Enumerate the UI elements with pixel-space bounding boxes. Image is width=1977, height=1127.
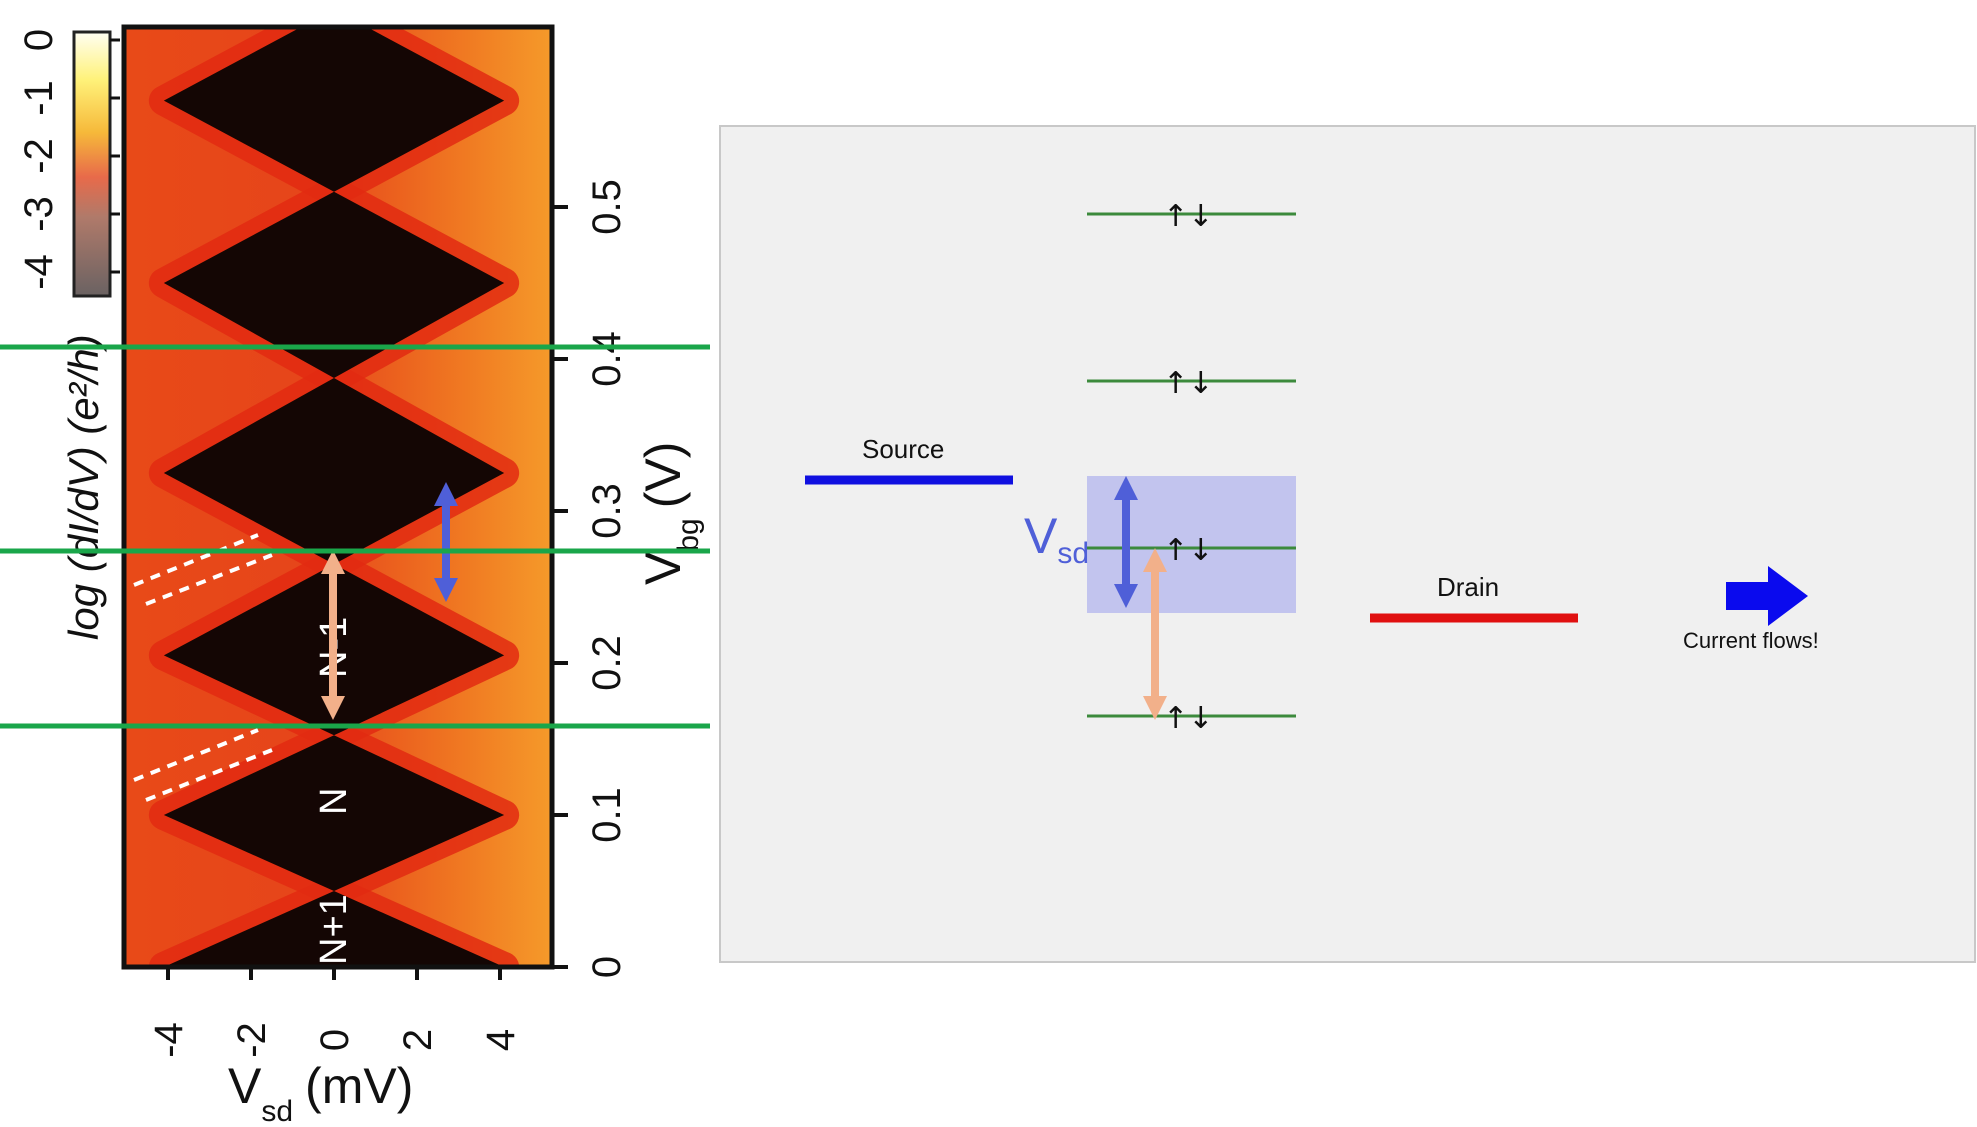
x-tick-label: 4 xyxy=(479,1029,523,1051)
conductance-heatmap xyxy=(121,24,555,970)
heatmap-frame xyxy=(121,24,555,970)
y-tick-label: 0 xyxy=(585,956,629,978)
vsd-label: Vsd xyxy=(1024,508,1089,570)
dashed-line-lower-2 xyxy=(145,748,273,802)
source-label: Source xyxy=(862,434,944,464)
green-guide-lines xyxy=(0,344,710,729)
colorbar-ticks: 0 -1 -2 -3 -4 xyxy=(17,29,120,290)
dashed-line-upper-2 xyxy=(145,553,273,606)
y-tick-label: 0.2 xyxy=(585,635,629,691)
spin-arrows-icon: ↑↓ xyxy=(1163,366,1213,401)
y-tick-label: 0.4 xyxy=(585,331,629,387)
coulomb-diamond xyxy=(163,735,505,891)
dot-level: ↑↓ xyxy=(1087,366,1296,401)
spin-arrows-icon: ↑↓ xyxy=(1163,701,1213,736)
colorbar-tick-label: -3 xyxy=(17,196,61,232)
colorbar: 0 -1 -2 -3 -4 log (dI/dV) (e²/h) xyxy=(17,29,120,640)
colorbar-tick-label: -1 xyxy=(17,80,61,116)
source-lead: Source xyxy=(805,434,1013,485)
dashed-line-lower-1 xyxy=(133,728,259,782)
coulomb-diamond xyxy=(163,27,505,192)
colorbar-gradient xyxy=(72,30,112,298)
dot-level: ↑↓ xyxy=(1087,701,1296,736)
x-axis-label: Vsd (mV) xyxy=(228,1058,413,1127)
dot-level: ↑↓ xyxy=(1087,533,1296,568)
coulomb-diamond xyxy=(163,378,505,565)
dashed-guide-lines xyxy=(133,533,273,802)
diagram-background xyxy=(719,125,1976,963)
coulomb-diamond xyxy=(163,891,505,967)
x-axis-ticks: -4 -2 0 2 4 xyxy=(147,967,523,1058)
dot-level: ↑↓ xyxy=(1087,199,1296,234)
y-axis-label: Vbg(V) xyxy=(635,442,705,585)
dashed-line-upper-1 xyxy=(133,533,259,587)
spin-arrows-icon: ↑↓ xyxy=(1163,199,1213,234)
y-tick-label: 0.5 xyxy=(585,179,629,235)
drain-lead: Drain xyxy=(1370,572,1578,623)
colorbar-tick-label: -4 xyxy=(17,254,61,290)
diamond-label-n: N xyxy=(313,788,355,815)
x-tick-label: -2 xyxy=(230,1022,274,1058)
y-tick-label: 0.1 xyxy=(585,787,629,843)
colorbar-tick-label: -2 xyxy=(17,138,61,174)
colorbar-label: log (dI/dV) (e²/h) xyxy=(60,334,107,640)
current-arrow-icon xyxy=(1726,566,1808,626)
dot-levels: ↑↓ ↑↓ ↑↓ ↑↓ xyxy=(1087,199,1296,736)
plot-arrows xyxy=(321,482,458,720)
coulomb-diamond xyxy=(163,191,505,378)
drain-label: Drain xyxy=(1437,572,1499,602)
x-tick-label: 0 xyxy=(313,1029,357,1051)
spin-arrows-icon: ↑↓ xyxy=(1163,533,1213,568)
x-tick-label: 2 xyxy=(396,1029,440,1051)
diamond-label-n-plus-1: N+1 xyxy=(313,894,355,965)
current-label: Current flows! xyxy=(1683,628,1819,653)
y-tick-label: 0.3 xyxy=(585,483,629,539)
x-tick-label: -4 xyxy=(147,1022,191,1058)
energy-diagram-panel: Source Drain ↑↓ ↑↓ ↑↓ ↑↓ xyxy=(719,125,1976,963)
y-axis-ticks: 0 0.1 0.2 0.3 0.4 0.5 xyxy=(552,179,629,978)
colorbar-tick-label: 0 xyxy=(17,29,61,51)
